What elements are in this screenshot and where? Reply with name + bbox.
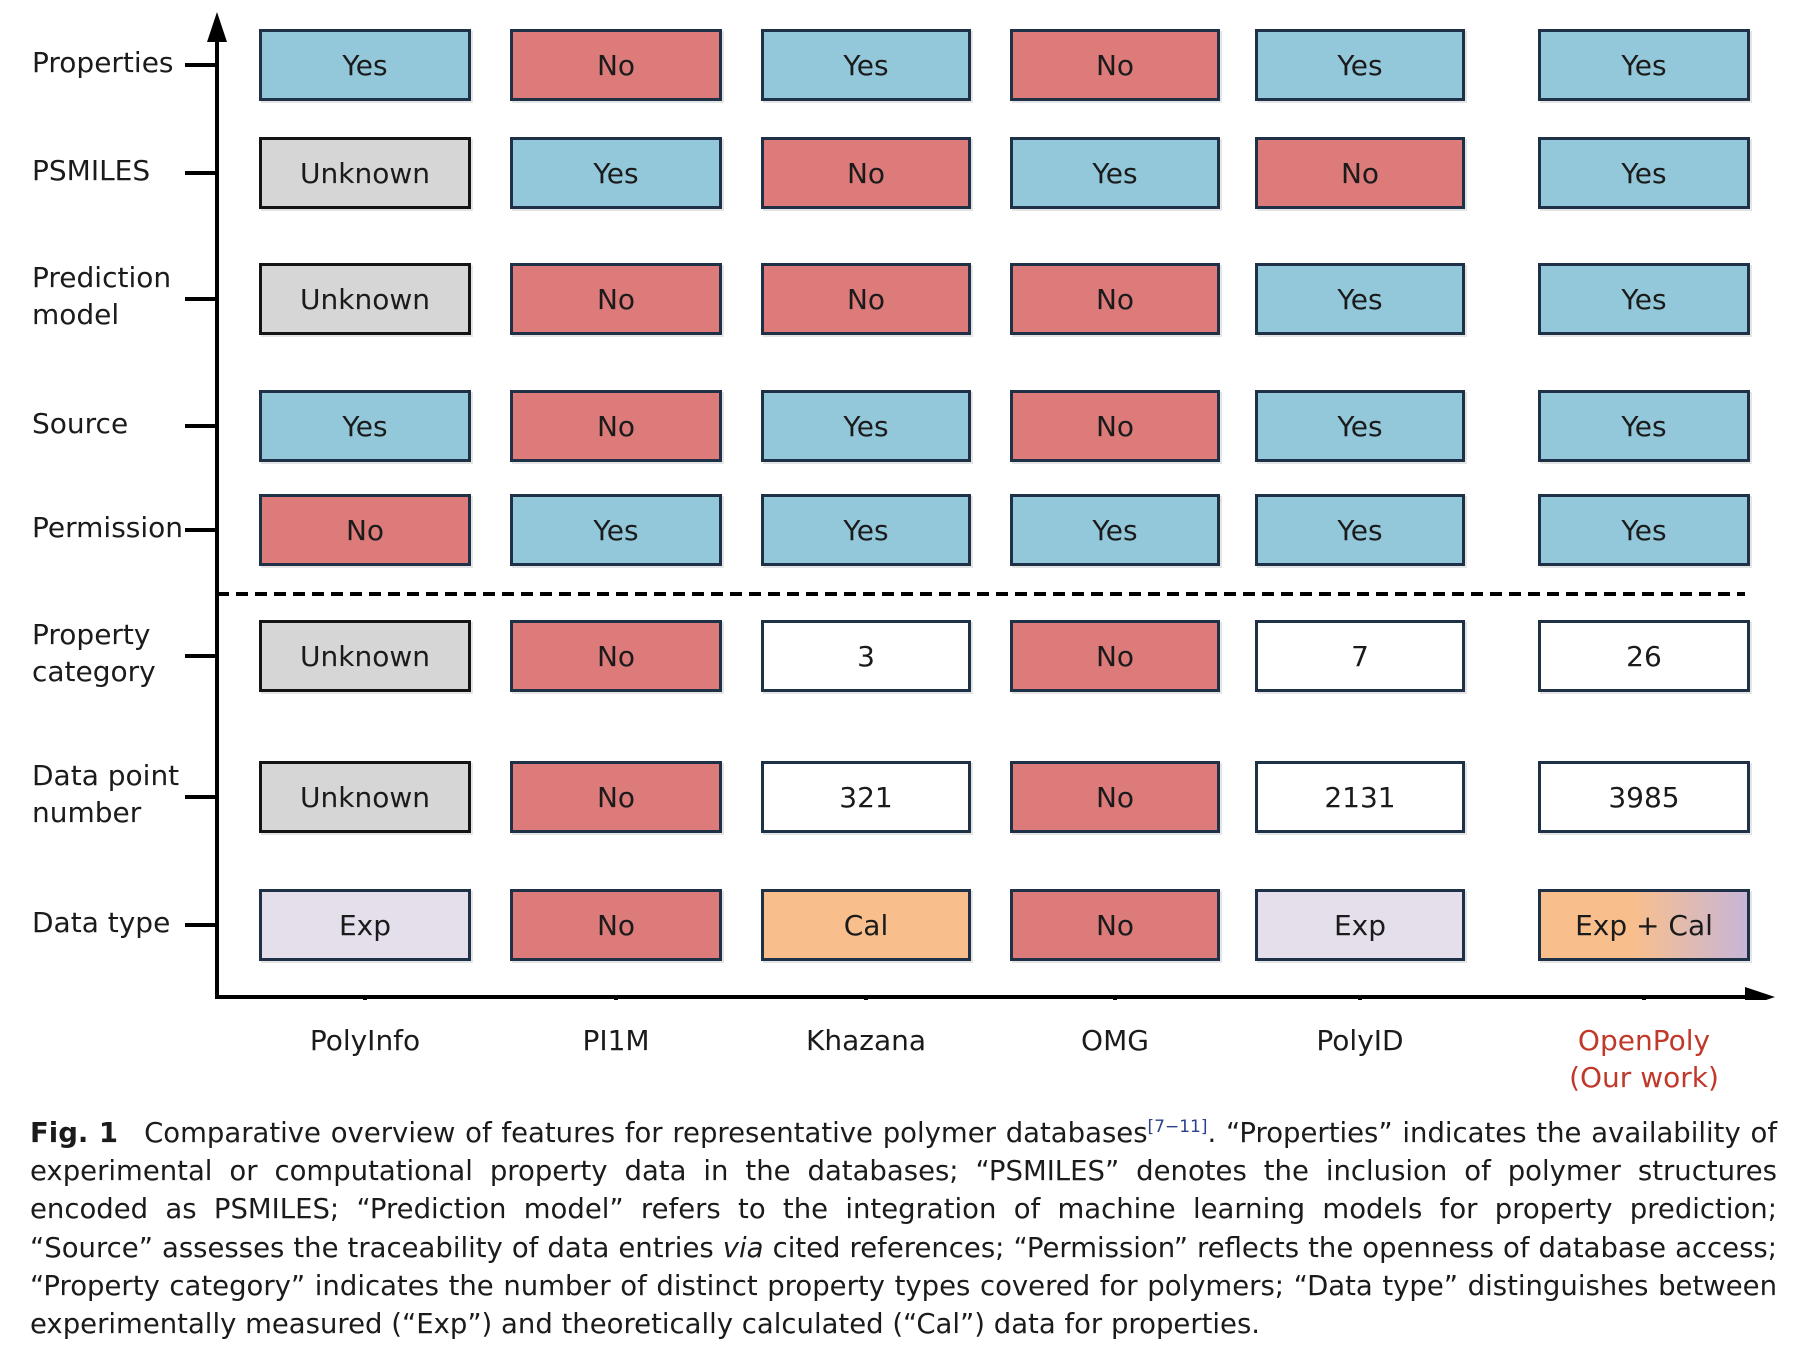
caption-text-middle: . “Properties” indicates the availabilit… (30, 1117, 1778, 1264)
column-label: PolyID (1230, 1022, 1490, 1059)
column-label-highlighted: OpenPoly (Our work) (1514, 1022, 1774, 1096)
cell-number: 26 (1538, 620, 1750, 692)
cell-yes: Yes (1255, 494, 1465, 566)
cell-cal: Cal (761, 889, 971, 961)
cell-unknown: Unknown (259, 263, 471, 335)
column-label-line: OpenPoly (1577, 1024, 1711, 1057)
cell-exp: Exp (259, 889, 471, 961)
feature-comparison-diagram: Properties PSMILES Prediction model Source Pe… (32, 12, 1775, 1094)
figure-caption: Fig. 1 Comparative overview of features f… (30, 1114, 1777, 1343)
cell-no: No (259, 494, 471, 566)
cell-yes: Yes (259, 29, 471, 101)
row-label: Permission (32, 510, 184, 544)
cell-number: 3 (761, 620, 971, 692)
cell-yes: Yes (1538, 263, 1750, 335)
cell-yes: Yes (510, 494, 722, 566)
column-label-line: (Our work) (1569, 1061, 1719, 1094)
cell-yes: Yes (1010, 137, 1220, 209)
row-label: Prediction (32, 261, 172, 294)
cell-no: No (1010, 761, 1220, 833)
cell-no: No (510, 889, 722, 961)
cell-no: No (510, 620, 722, 692)
cell-no: No (510, 390, 722, 462)
caption-reference[interactable]: [7−11] (1147, 1117, 1208, 1137)
caption-text-end: cited references; “Permission” reflects … (30, 1231, 1777, 1341)
row-label: Data point (32, 759, 180, 792)
cell-yes: Yes (1255, 390, 1465, 462)
cell-yes: Yes (1538, 390, 1750, 462)
cell-number: 321 (761, 761, 971, 833)
cell-yes: Yes (761, 494, 971, 566)
column-label: OMG (985, 1022, 1245, 1059)
row-label: number (32, 796, 142, 829)
cell-yes: Yes (1538, 29, 1750, 101)
cell-no: No (761, 263, 971, 335)
cell-unknown: Unknown (259, 137, 471, 209)
row-label: Data type (32, 905, 171, 939)
cell-yes: Yes (510, 137, 722, 209)
cell-no: No (1010, 889, 1220, 961)
axes-layer (185, 12, 1775, 1000)
cell-yes: Yes (1010, 494, 1220, 566)
row-label: category (32, 655, 156, 688)
cell-unknown: Unknown (259, 620, 471, 692)
column-label-line: OMG (1081, 1024, 1149, 1057)
cell-no: No (510, 29, 722, 101)
cell-yes: Yes (761, 390, 971, 462)
cell-number: 7 (1255, 620, 1465, 692)
column-label: PI1M (486, 1022, 746, 1059)
row-label: PSMILES (32, 153, 151, 187)
row-label: Source (32, 406, 129, 440)
cell-no: No (510, 263, 722, 335)
caption-figure-label: Fig. 1 (30, 1117, 119, 1149)
cell-exp-cal: Exp + Cal (1538, 889, 1750, 961)
column-label-line: PolyInfo (309, 1024, 421, 1057)
y-axis-arrow-icon (207, 12, 227, 42)
cell-exp: Exp (1255, 889, 1465, 961)
column-label: Khazana (736, 1022, 996, 1059)
caption-via: via (722, 1231, 764, 1264)
cell-no: No (1010, 390, 1220, 462)
cell-no: No (1010, 29, 1220, 101)
cell-yes: Yes (1255, 29, 1465, 101)
column-label-line: PolyID (1316, 1024, 1404, 1057)
row-label: model (32, 298, 120, 331)
cell-yes: Yes (1255, 263, 1465, 335)
cell-number: 2131 (1255, 761, 1465, 833)
row-label: Property (32, 618, 151, 651)
column-label-line: Khazana (805, 1024, 927, 1057)
cell-yes: Yes (761, 29, 971, 101)
column-label-line: PI1M (582, 1024, 650, 1057)
cell-no: No (1010, 620, 1220, 692)
cell-no: No (1255, 137, 1465, 209)
cell-yes: Yes (259, 390, 471, 462)
cell-no: No (510, 761, 722, 833)
x-axis-arrow-icon (1745, 987, 1775, 1000)
row-label: Properties (32, 45, 174, 79)
cell-yes: Yes (1538, 494, 1750, 566)
cell-no: No (1010, 263, 1220, 335)
cell-unknown: Unknown (259, 761, 471, 833)
cell-yes: Yes (1538, 137, 1750, 209)
caption-text-start: Comparative overview of features for rep… (144, 1117, 1148, 1149)
cell-no: No (761, 137, 971, 209)
column-label: PolyInfo (235, 1022, 495, 1059)
cell-number: 3985 (1538, 761, 1750, 833)
